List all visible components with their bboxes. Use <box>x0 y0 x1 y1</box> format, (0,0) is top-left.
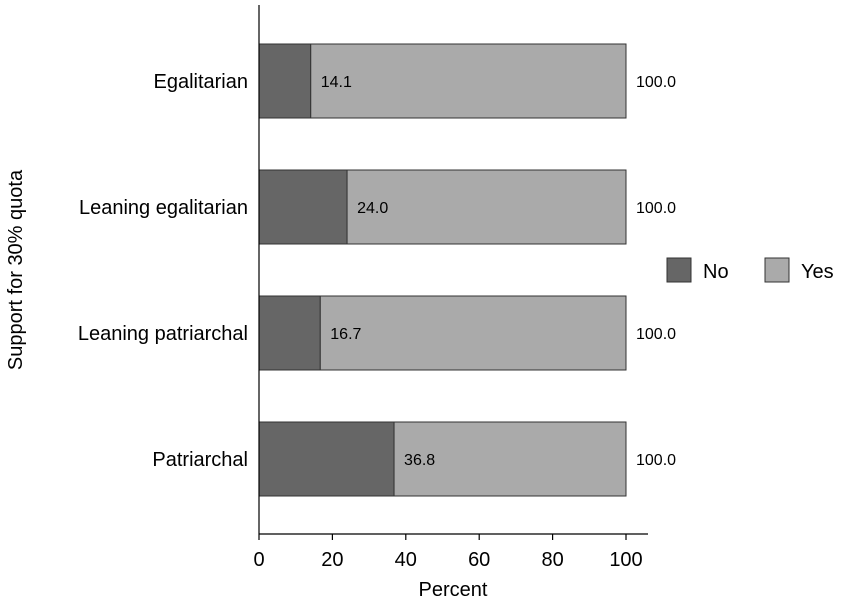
x-tick-label: 80 <box>541 549 563 571</box>
bar-yes-4 <box>393 421 627 497</box>
x-tick-label: 60 <box>468 549 490 571</box>
labels-layer: Egalitarian 14.1 100.0 Leaning egalitarian 2… <box>78 71 676 471</box>
x-axis-title: Percent <box>419 579 488 601</box>
bars-layer <box>258 43 627 497</box>
axes-layer: 0 20 40 60 80 100 <box>253 5 648 571</box>
legend: No Yes <box>666 257 834 283</box>
data-label-total: 100.0 <box>636 452 676 469</box>
bar-yes-2 <box>346 169 627 245</box>
data-label-total: 100.0 <box>636 200 676 217</box>
data-label-total: 100.0 <box>636 74 676 91</box>
y-axis-title: Support for 30% quota <box>5 169 27 370</box>
bar-yes-3 <box>319 295 627 371</box>
data-label-total: 100.0 <box>636 326 676 343</box>
legend-label-yes: Yes <box>801 261 834 283</box>
x-tick-label: 0 <box>253 549 264 571</box>
bar-no-3 <box>258 295 321 371</box>
legend-swatch-yes <box>764 257 790 283</box>
category-label: Egalitarian <box>153 71 248 93</box>
category-label: Leaning egalitarian <box>79 197 248 219</box>
data-label-no: 24.0 <box>357 200 388 217</box>
data-label-no: 36.8 <box>404 452 435 469</box>
x-tick-label: 20 <box>321 549 343 571</box>
data-label-no: 16.7 <box>330 326 361 343</box>
legend-label-no: No <box>703 261 729 283</box>
category-label: Patriarchal <box>152 449 248 471</box>
bar-no-2 <box>258 169 348 245</box>
data-label-no: 14.1 <box>321 74 352 91</box>
x-tick-label: 100 <box>609 549 642 571</box>
bar-yes-1 <box>310 43 627 119</box>
category-label: Leaning patriarchal <box>78 323 248 345</box>
legend-swatch-no <box>666 257 692 283</box>
bar-no-1 <box>258 43 312 119</box>
bar-no-4 <box>258 421 395 497</box>
x-tick-label: 40 <box>395 549 417 571</box>
